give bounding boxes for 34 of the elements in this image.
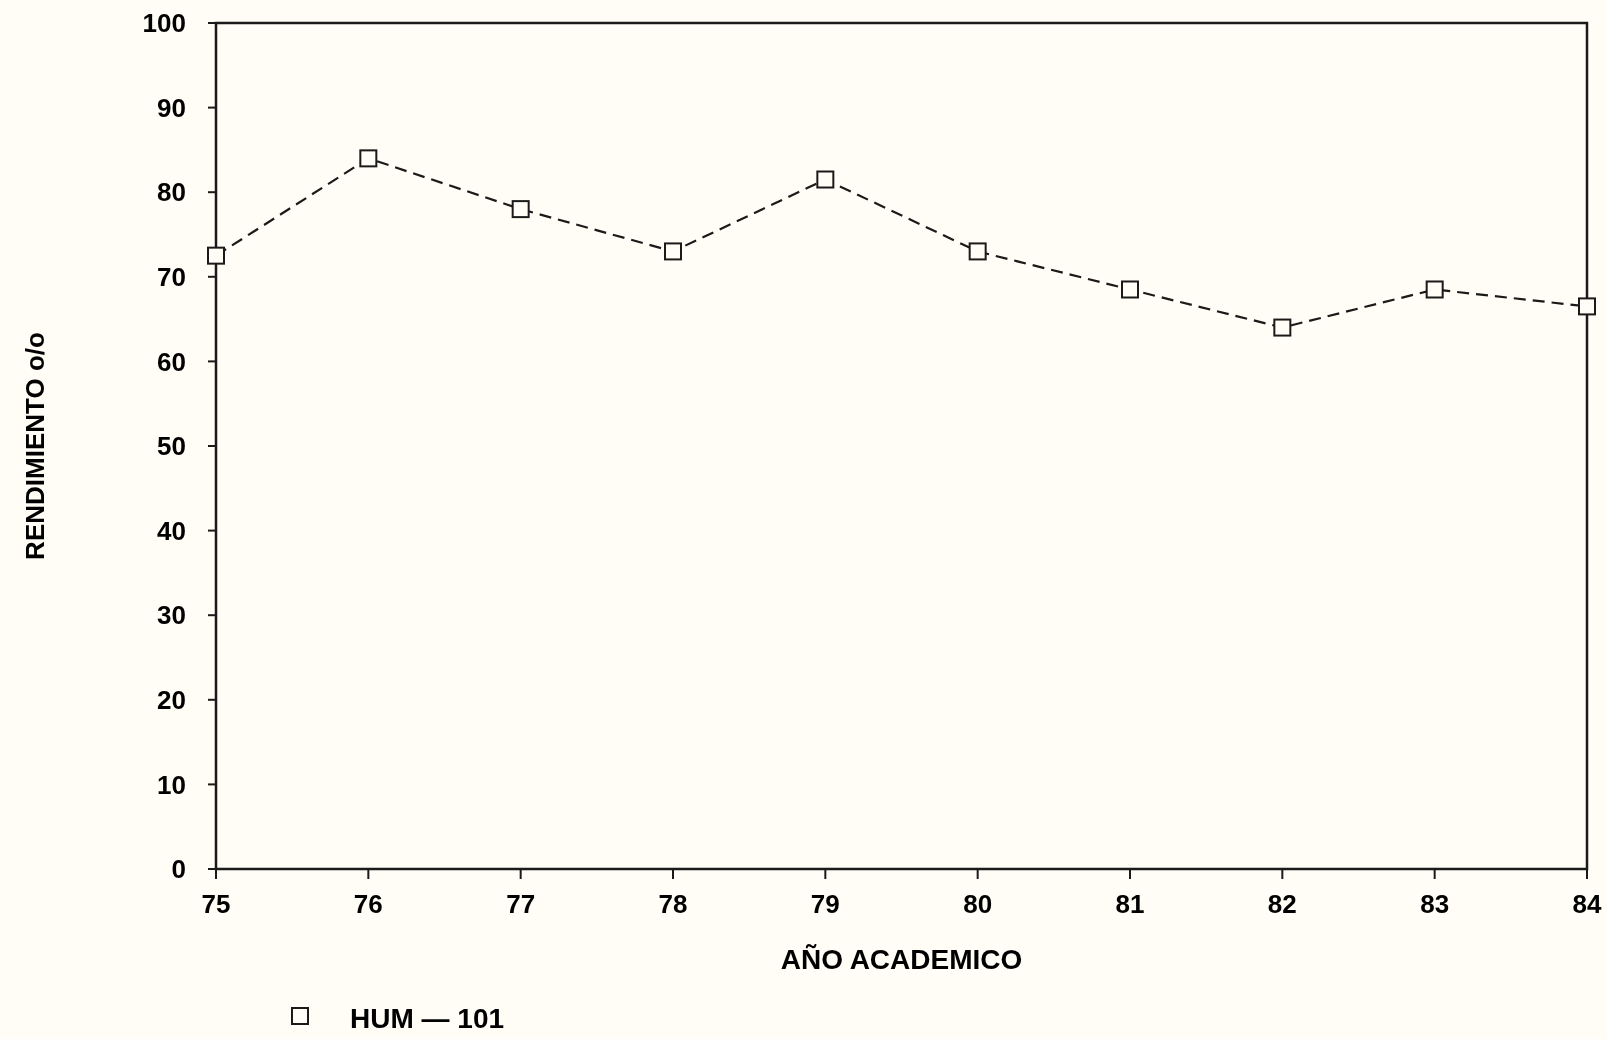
legend-label: HUM — 101	[350, 1002, 505, 1034]
point	[1578, 297, 1596, 316]
point	[1121, 280, 1139, 299]
point	[816, 170, 835, 189]
y-tick-label: 80	[157, 177, 186, 208]
x-tick-label: 83	[1420, 889, 1450, 919]
y-tick-label: 100	[142, 8, 186, 39]
y-tick-label: 40	[157, 515, 186, 546]
x-tick-label: 81	[1115, 889, 1145, 919]
x-tick-label: 78	[658, 889, 688, 919]
x-tick-label: 77	[506, 889, 536, 919]
y-tick-label: 10	[157, 769, 186, 800]
point	[968, 242, 987, 261]
x-tick-label: 82	[1267, 889, 1297, 919]
y-tick-label: 0	[171, 854, 186, 885]
x-tick-label: 75	[201, 889, 231, 919]
y-tick-label: 70	[157, 261, 186, 292]
x-tick-label: 76	[353, 889, 383, 919]
x-tick-label: 84	[1572, 889, 1602, 919]
point	[1273, 318, 1292, 337]
point	[207, 246, 225, 265]
point	[664, 242, 682, 261]
point	[1425, 280, 1444, 299]
y-tick-label: 60	[157, 346, 186, 377]
y-tick-label: 20	[157, 684, 186, 715]
y-tick-label: 90	[157, 92, 186, 123]
y-axis-title: RENDIMIENTO o/o	[20, 332, 50, 560]
point	[511, 200, 530, 219]
x-axis-title: AÑO ACADEMICO	[780, 944, 1023, 975]
x-tick-label: 79	[810, 889, 840, 919]
point	[359, 149, 378, 168]
x-tick-label: 80	[963, 889, 993, 919]
y-tick-label: 30	[157, 600, 186, 631]
y-tick-label: 50	[157, 431, 186, 462]
